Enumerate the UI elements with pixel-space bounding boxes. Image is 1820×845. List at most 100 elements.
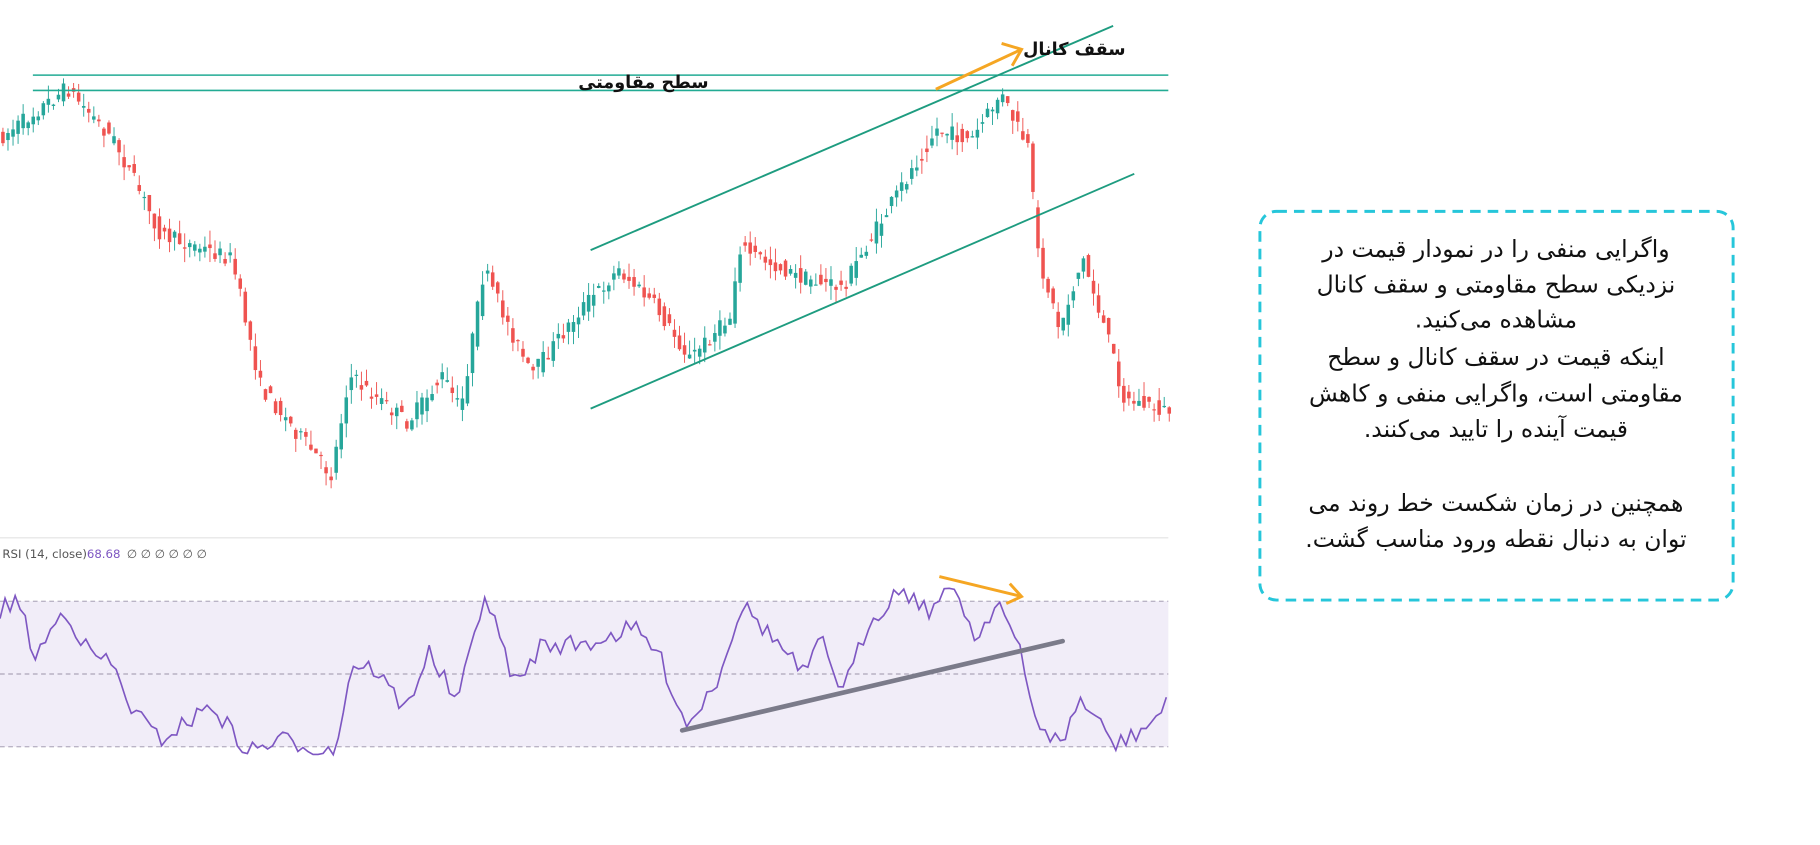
candle-body bbox=[1061, 317, 1065, 331]
candle-body bbox=[829, 279, 833, 286]
rsi-value: 68.68 bbox=[87, 547, 121, 561]
candle-body bbox=[763, 256, 768, 263]
candle-body bbox=[228, 252, 232, 256]
candle-body bbox=[647, 293, 651, 298]
candle-body bbox=[344, 397, 349, 424]
candle-body bbox=[995, 99, 1000, 114]
candle-body bbox=[1000, 94, 1005, 103]
candle-body bbox=[1081, 258, 1086, 272]
candle-body bbox=[1101, 315, 1106, 323]
candle-body bbox=[314, 448, 318, 454]
candle-body bbox=[622, 273, 626, 280]
candle-body bbox=[1091, 280, 1096, 294]
candle-body bbox=[551, 341, 556, 361]
candle-body bbox=[879, 223, 884, 236]
candle-body bbox=[1076, 272, 1081, 279]
note-line: اینکه قیمت در سقف کانال و سطح bbox=[1327, 343, 1664, 371]
note-line: مقاومتی است، واگرایی منفی و کاهش bbox=[1309, 380, 1683, 408]
candle-body bbox=[854, 261, 858, 278]
candle-body bbox=[21, 113, 25, 129]
candle-body bbox=[874, 221, 879, 244]
candle-body bbox=[632, 277, 636, 287]
candle-body bbox=[288, 416, 293, 424]
candle-body bbox=[697, 348, 702, 357]
candle-body bbox=[51, 104, 56, 106]
candle-body bbox=[329, 476, 333, 481]
candle-body bbox=[1031, 143, 1035, 192]
candle-body bbox=[87, 108, 91, 113]
candle-body bbox=[1142, 395, 1146, 408]
candle-body bbox=[465, 376, 470, 404]
candle-body bbox=[379, 398, 384, 404]
candle-body bbox=[607, 285, 611, 292]
candle-body bbox=[273, 401, 278, 414]
candle-body bbox=[41, 103, 46, 116]
channel-line bbox=[590, 24, 1114, 251]
candle-body bbox=[450, 387, 455, 394]
candle-body bbox=[793, 272, 798, 278]
candle-body bbox=[425, 397, 429, 412]
candle-body bbox=[460, 398, 465, 410]
candle-body bbox=[940, 132, 944, 134]
candle-body bbox=[723, 325, 727, 334]
candle-body bbox=[753, 245, 758, 252]
candle-body bbox=[925, 148, 929, 153]
candle-body bbox=[960, 128, 965, 143]
candle-body bbox=[809, 279, 813, 287]
candle-body bbox=[778, 264, 783, 271]
candle-body bbox=[354, 374, 359, 376]
candle-body bbox=[511, 328, 515, 343]
candle-body bbox=[198, 248, 202, 253]
candle-body bbox=[31, 116, 35, 125]
candle-body bbox=[708, 344, 712, 346]
candle-body bbox=[526, 357, 530, 363]
candle-body bbox=[309, 444, 313, 450]
candle-body bbox=[193, 244, 197, 251]
candle-body bbox=[369, 396, 374, 399]
candle-body bbox=[859, 254, 864, 258]
candle-body bbox=[92, 116, 96, 120]
candle-body bbox=[591, 294, 596, 306]
candle-body bbox=[718, 320, 722, 336]
candle-body bbox=[127, 165, 131, 168]
candle-body bbox=[299, 431, 303, 433]
channel-line bbox=[590, 172, 1135, 410]
candle-body bbox=[571, 322, 576, 332]
candle-body bbox=[435, 382, 439, 386]
candle-body bbox=[11, 129, 15, 137]
candle-body bbox=[884, 215, 889, 218]
candle-body bbox=[66, 93, 71, 97]
candle-body bbox=[364, 380, 369, 386]
candle-body bbox=[243, 291, 248, 323]
candle-body bbox=[470, 333, 475, 374]
candle-body bbox=[1066, 304, 1071, 325]
rsi-arrow bbox=[939, 575, 1024, 605]
candle-body bbox=[430, 394, 434, 401]
candle-body bbox=[889, 196, 894, 207]
candle-body bbox=[1016, 111, 1020, 122]
candle-body bbox=[440, 372, 444, 380]
candle-body bbox=[566, 322, 571, 332]
rsi-line bbox=[0, 587, 1168, 757]
candle-body bbox=[1010, 110, 1015, 121]
candle-body bbox=[743, 242, 747, 246]
candle-body bbox=[283, 417, 288, 421]
candle-body bbox=[1167, 407, 1172, 414]
candle-body bbox=[834, 286, 838, 290]
candle-body bbox=[1096, 295, 1101, 313]
candle-body bbox=[1041, 247, 1045, 279]
candle-body bbox=[268, 386, 273, 394]
candle-body bbox=[945, 133, 949, 136]
candle-body bbox=[1005, 96, 1010, 104]
candle-body bbox=[1026, 134, 1030, 143]
candle-body bbox=[602, 290, 606, 292]
candle-body bbox=[415, 402, 419, 420]
candle-body bbox=[420, 397, 424, 415]
candle-body bbox=[405, 421, 409, 429]
candle-body bbox=[702, 337, 707, 353]
candle-body bbox=[223, 258, 227, 264]
candle-body bbox=[758, 252, 763, 255]
candle-body bbox=[536, 358, 540, 367]
candle-body bbox=[581, 302, 586, 316]
candle-body bbox=[278, 400, 283, 416]
